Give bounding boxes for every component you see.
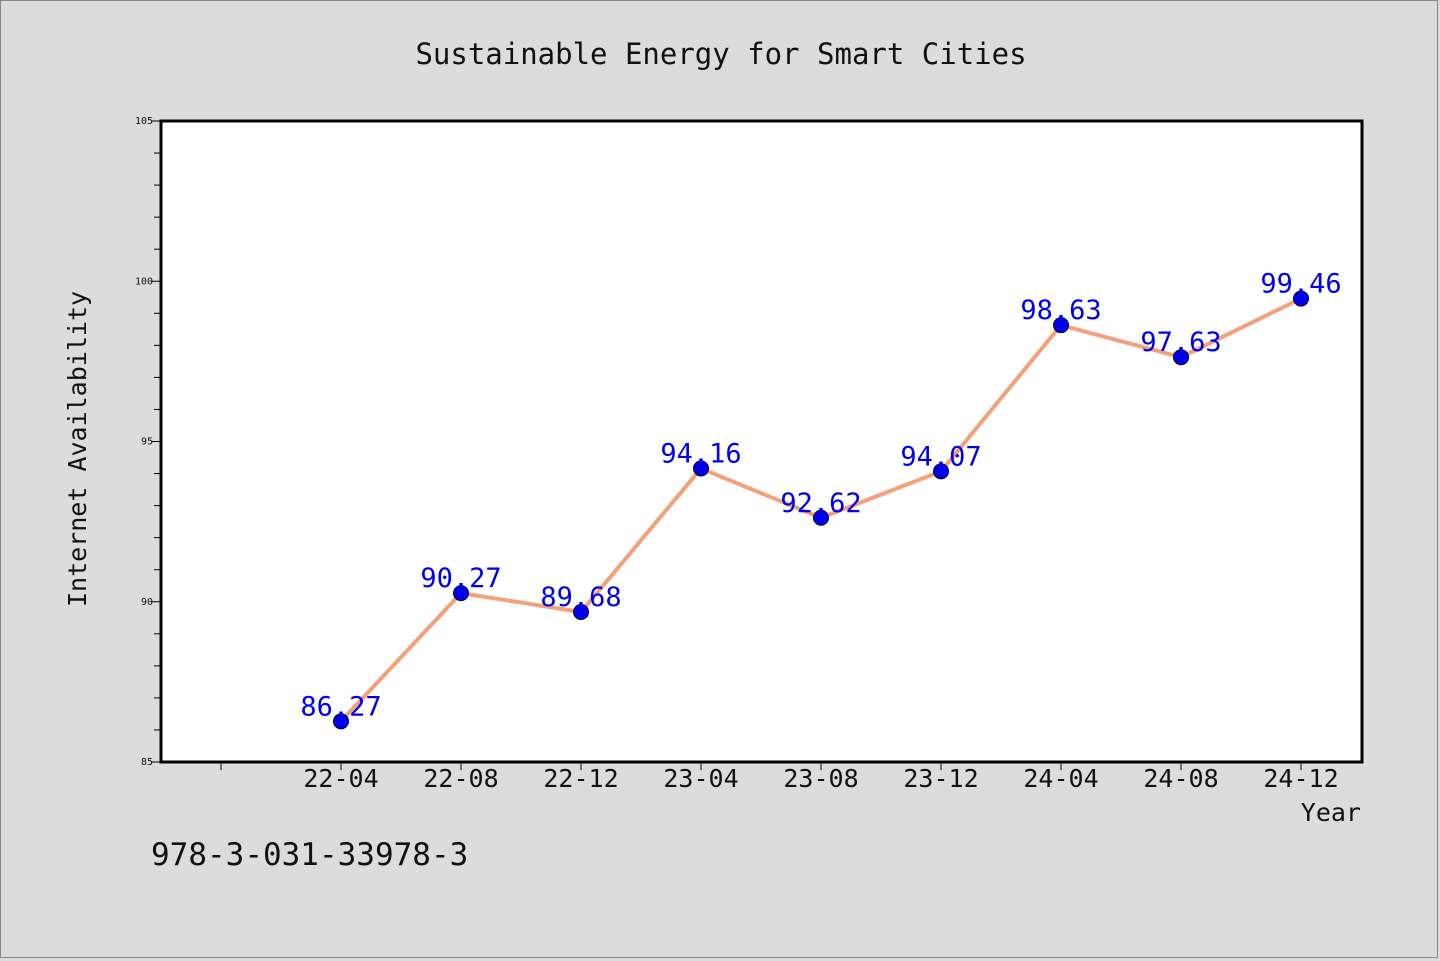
y-tick-label: 90 [141,597,153,608]
x-axis-label: Year [1301,798,1361,827]
data-point [813,509,829,526]
x-tick-label: 23-12 [903,764,978,793]
x-tick-label: 24-04 [1023,764,1098,793]
data-label: 86.27 [300,691,381,722]
data-point [453,585,469,602]
y-tick-label: 85 [141,757,153,768]
x-tick-label: 22-12 [543,764,618,793]
data-point [1053,317,1069,334]
data-point [333,713,349,730]
data-label: 94.07 [900,441,981,472]
y-tick-label: 100 [135,276,153,287]
data-point [693,460,709,477]
data-label: 99.46 [1260,269,1341,300]
chart-title: Sustainable Energy for Smart Cities [415,37,1026,71]
y-tick-label: 105 [135,116,153,127]
x-tick-label: 24-12 [1263,764,1338,793]
y-axis-ticks: 85 90 95 100 105 [135,116,161,768]
data-label: 97.63 [1140,327,1221,358]
data-label: 98.63 [1020,295,1101,326]
x-tick-label: 24-08 [1143,764,1218,793]
plot-area [159,119,1364,764]
data-label: 92.62 [780,488,861,519]
data-point [1293,290,1309,307]
x-tick-label: 23-04 [663,764,738,793]
x-tick-label: 22-08 [423,764,498,793]
data-label: 89.68 [540,582,621,613]
y-axis-label: Internet Availability [63,291,92,607]
data-label: 90.27 [420,563,501,594]
data-point [933,463,949,480]
x-axis-ticks: 22-04 22-08 22-12 23-04 23-08 23-12 24-04 24-08… [220,762,1339,793]
data-point [573,604,589,621]
series-group: 86.27 90.27 89.68 94.16 92.62 94.07 98.63 97.63… [300,269,1342,730]
x-tick-label: 23-08 [783,764,858,793]
data-point [1173,349,1189,366]
footer-code: 978-3-031-33978-3 [151,837,468,873]
x-tick-label: 22-04 [303,764,378,793]
y-tick-label: 95 [141,437,153,448]
data-label: 94.16 [660,438,741,469]
